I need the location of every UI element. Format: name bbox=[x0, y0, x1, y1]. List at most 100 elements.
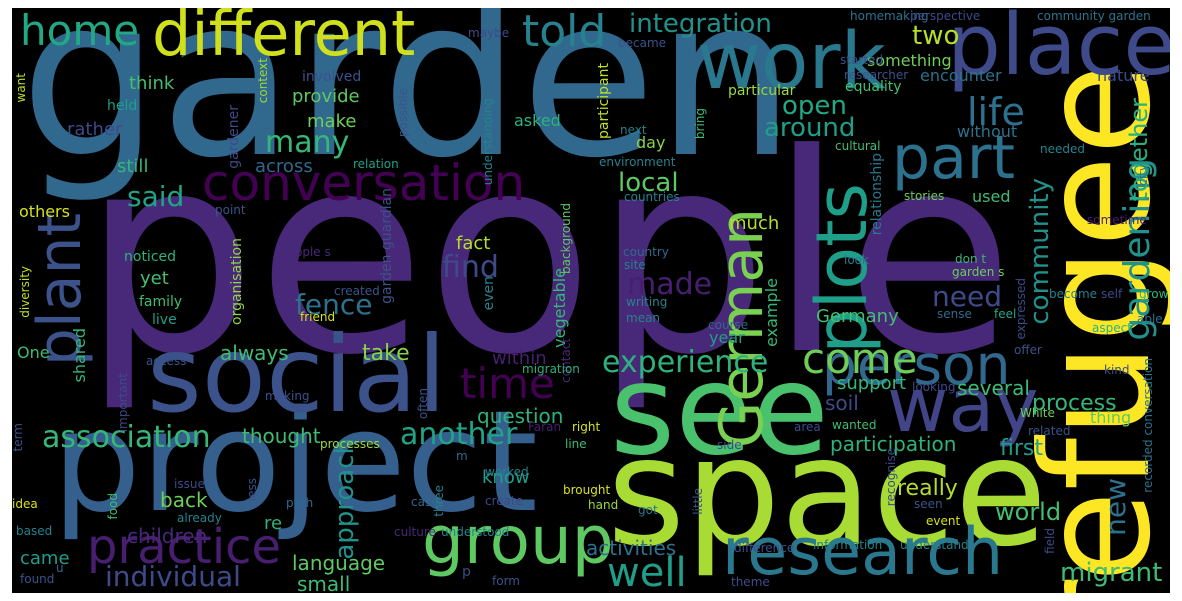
word-stories: stories bbox=[904, 190, 944, 202]
word-diversity: diversity bbox=[19, 266, 31, 318]
word-recognise: recognise bbox=[885, 448, 897, 506]
word-researcher: researcher bbox=[844, 69, 908, 81]
word-live: live bbox=[152, 313, 177, 327]
word-found: found bbox=[20, 573, 54, 585]
word-integration: integration bbox=[629, 11, 772, 37]
word-nature: nature bbox=[1097, 68, 1149, 84]
word-started: started bbox=[840, 54, 883, 66]
word-u: u bbox=[56, 562, 64, 574]
word-side: side bbox=[717, 439, 742, 451]
word-look: look bbox=[844, 254, 869, 266]
word-provide: provide bbox=[292, 88, 360, 106]
word-event: event bbox=[926, 515, 960, 527]
word-said: said bbox=[127, 183, 184, 211]
word-held: held bbox=[107, 99, 137, 113]
word-right: right bbox=[572, 421, 600, 433]
word-white: White bbox=[1020, 407, 1055, 419]
word-group: group bbox=[422, 508, 614, 574]
word-kind: kind bbox=[1104, 364, 1130, 376]
word-back: back bbox=[160, 490, 208, 510]
word-form: form bbox=[492, 575, 520, 587]
word-created: created bbox=[334, 285, 380, 297]
word-always: always bbox=[220, 343, 289, 363]
word-social: social bbox=[147, 323, 446, 428]
word-difference: difference bbox=[734, 542, 794, 554]
word-activities: activities bbox=[586, 538, 676, 558]
word-culture: culture bbox=[394, 526, 436, 538]
word-hand: hand bbox=[588, 499, 618, 511]
word-different: different bbox=[152, 8, 415, 65]
word-particular: particular bbox=[728, 84, 795, 98]
word-mean: mean bbox=[626, 312, 660, 324]
word-relation: relation bbox=[353, 158, 399, 170]
word-told: told bbox=[522, 10, 606, 54]
word-garden-s: garden s bbox=[952, 266, 1004, 278]
word-asked: asked bbox=[514, 113, 561, 129]
word-small: small bbox=[297, 574, 350, 593]
word-already: already bbox=[177, 512, 222, 524]
word-processes: processes bbox=[320, 438, 380, 450]
word-encounter: encounter bbox=[920, 68, 1002, 84]
word-gardener: gardener bbox=[227, 105, 241, 169]
word-used: used bbox=[972, 189, 1010, 205]
word-relationship: relationship bbox=[870, 153, 884, 235]
word-migration: migration bbox=[522, 363, 580, 375]
word-example: example bbox=[764, 278, 780, 347]
word-bring: bring bbox=[694, 108, 706, 139]
word-maybe: maybe bbox=[468, 27, 509, 39]
word-participant: participant bbox=[597, 63, 611, 139]
word-became: became bbox=[618, 37, 666, 49]
word-become: become bbox=[1049, 288, 1097, 300]
word-soil: soil bbox=[825, 393, 859, 413]
word-people-s: people s bbox=[280, 246, 331, 258]
word-friend: friend bbox=[300, 311, 335, 323]
word-children: children bbox=[127, 526, 207, 546]
word-understanding: understanding bbox=[482, 98, 494, 185]
word-three: three bbox=[433, 485, 445, 517]
word-area: area bbox=[794, 421, 821, 433]
word-background: background bbox=[560, 203, 572, 274]
word-looking: looking bbox=[912, 381, 956, 393]
word-p: p bbox=[462, 565, 471, 579]
word-language: language bbox=[292, 553, 385, 573]
word-fact: fact bbox=[456, 235, 490, 253]
word-community: community bbox=[1027, 178, 1053, 325]
word-garden-guardian: garden guardian bbox=[380, 188, 394, 304]
word-make: make bbox=[307, 113, 356, 131]
word-home: home bbox=[20, 10, 139, 52]
word-grow: grow bbox=[1139, 288, 1168, 300]
word-family: family bbox=[139, 295, 182, 309]
word-perspective: perspective bbox=[910, 10, 980, 22]
word-approach: approach bbox=[332, 438, 358, 560]
word-re: re bbox=[264, 515, 282, 533]
word-understood: understood bbox=[441, 526, 509, 538]
word-day: day bbox=[636, 135, 665, 151]
word-year: year bbox=[709, 330, 745, 346]
word-term: term bbox=[12, 423, 24, 452]
word-important: important bbox=[117, 373, 129, 432]
word-take: take bbox=[362, 343, 410, 365]
word-expressed: expressed bbox=[1015, 278, 1027, 339]
word-understand: understand bbox=[900, 539, 969, 551]
word-much: much bbox=[729, 215, 779, 233]
word-brought: brought bbox=[563, 484, 610, 496]
word-equality: equality bbox=[845, 80, 902, 94]
word-less: less bbox=[246, 478, 258, 501]
word-others: others bbox=[19, 204, 70, 220]
word-line: line bbox=[565, 438, 587, 450]
word-community-garden: community garden bbox=[1037, 10, 1151, 22]
word-wanted: wanted bbox=[832, 419, 876, 431]
word-rather: rather bbox=[67, 121, 122, 139]
word-country: country bbox=[623, 246, 669, 258]
word-issue: issue bbox=[174, 478, 205, 490]
word-course: course bbox=[708, 319, 748, 331]
word-information: information bbox=[813, 539, 882, 551]
word-aspect: aspect bbox=[1092, 322, 1132, 334]
word-think: think bbox=[129, 75, 174, 93]
word-path: path bbox=[286, 497, 313, 509]
word-involved: involved bbox=[302, 70, 361, 84]
word-individual: individual bbox=[105, 563, 241, 591]
word-first: first bbox=[1000, 438, 1043, 460]
word-related: related bbox=[1028, 425, 1070, 437]
word-access: access bbox=[146, 355, 186, 367]
